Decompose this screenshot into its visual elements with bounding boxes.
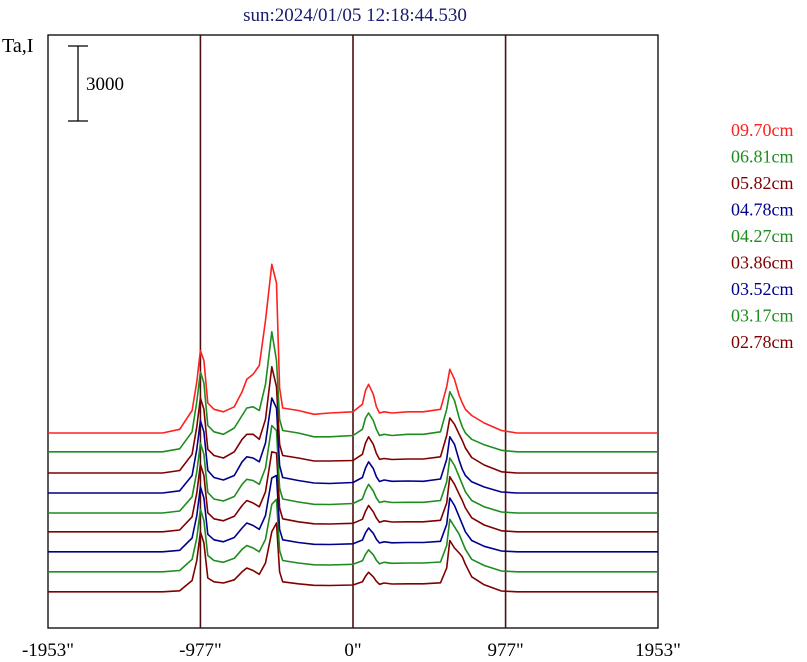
x-tick-label-0: -1953"	[22, 640, 74, 661]
y-axis-label: Ta,I	[2, 35, 33, 57]
x-axis-tick-labels: -1953" -977" 0" 977" 1953"	[22, 640, 681, 661]
series-line-04.27cm	[48, 424, 658, 514]
chart-title: sun:2024/01/05 12:18:44.530	[243, 5, 467, 26]
scale-bar-label: 3000	[86, 74, 124, 95]
x-tick-label-2: 0"	[344, 640, 361, 661]
series-line-06.81cm	[48, 330, 658, 453]
series-line-03.86cm	[48, 450, 658, 533]
legend-item-3: 04.78cm	[731, 200, 794, 220]
legend: 09.70cm 06.81cm 05.82cm 04.78cm 04.27cm 03.86…	[731, 120, 794, 352]
x-tick-label-3: 977"	[487, 640, 523, 661]
x-tick-label-4: 1953"	[635, 640, 681, 661]
series-line-02.78cm	[48, 522, 658, 593]
x-tick-label-1: -977"	[179, 640, 222, 661]
series-line-09.70cm	[48, 263, 658, 434]
series-line-03.17cm	[48, 498, 658, 573]
series-line-04.78cm	[48, 397, 658, 494]
series-line-03.52cm	[48, 474, 658, 553]
spectrum-series	[48, 263, 658, 593]
legend-item-4: 04.27cm	[731, 226, 794, 246]
legend-item-1: 06.81cm	[731, 147, 794, 167]
scale-bar: 3000	[68, 45, 124, 122]
series-line-05.82cm	[48, 365, 658, 474]
legend-item-5: 03.86cm	[731, 253, 794, 273]
legend-item-6: 03.52cm	[731, 279, 794, 299]
legend-item-0: 09.70cm	[731, 120, 794, 140]
legend-item-8: 02.78cm	[731, 332, 794, 352]
legend-item-2: 05.82cm	[731, 173, 794, 193]
legend-item-7: 03.17cm	[731, 306, 794, 326]
marker-lines	[199, 35, 507, 628]
